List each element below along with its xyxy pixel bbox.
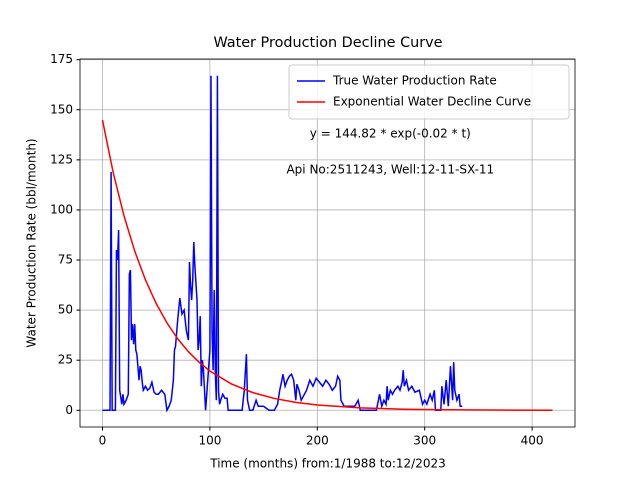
y-tick-label: 75 — [58, 253, 73, 267]
y-tick-label: 0 — [65, 403, 73, 417]
annotation: Api No:2511243, Well:12-11-SX-11 — [286, 162, 494, 176]
y-tick-label: 175 — [50, 52, 73, 66]
y-tick-label: 50 — [58, 303, 73, 317]
series-line — [101, 120, 553, 411]
y-tick-label: 25 — [58, 353, 73, 367]
y-axis-label: Water Production Rate (bbl/month) — [25, 138, 39, 347]
legend-label: Exponential Water Decline Curve — [333, 95, 531, 109]
x-tick-label: 400 — [521, 434, 544, 448]
axes-frame — [79, 58, 576, 428]
legend-label: True Water Production Rate — [332, 74, 497, 88]
annotation: y = 144.82 * exp(-0.02 * t) — [310, 126, 471, 140]
legend-box — [288, 64, 570, 120]
y-tick-label: 150 — [50, 102, 73, 116]
x-tick-label: 0 — [99, 434, 107, 448]
y-tick-label: 125 — [50, 152, 73, 166]
x-tick-label: 100 — [198, 434, 221, 448]
x-axis-label: Time (months) from:1/1988 to:12/2023 — [209, 457, 446, 471]
x-tick-label: 300 — [413, 434, 436, 448]
x-tick-label: 200 — [306, 434, 329, 448]
y-tick-label: 100 — [50, 202, 73, 216]
chart-title: Water Production Decline Curve — [213, 35, 442, 51]
series-line — [102, 75, 463, 413]
